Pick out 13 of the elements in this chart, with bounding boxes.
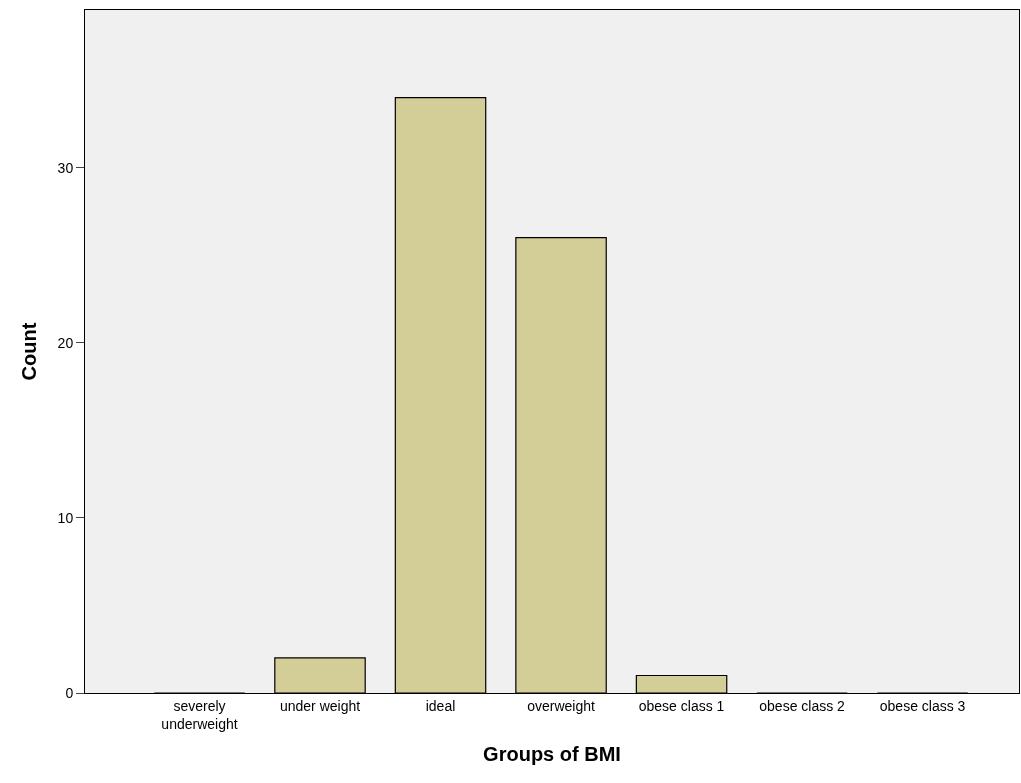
x-tick-label: obese class 2 — [759, 697, 846, 714]
x-tick-label: obese class 3 — [879, 697, 966, 714]
x-tick-label: severely underweight — [161, 697, 238, 732]
y-tick-label: 30 — [57, 159, 74, 176]
y-tick-label: 20 — [57, 334, 74, 351]
x-tick-label: ideal — [425, 697, 456, 714]
y-axis-title: Count — [18, 322, 41, 381]
y-tick-label: 10 — [57, 509, 74, 526]
x-tick-label: overweight — [527, 697, 595, 714]
x-tick-label: under weight — [279, 697, 361, 714]
x-axis-title: Groups of BMI — [483, 742, 621, 765]
x-tick-label: obese class 1 — [638, 697, 725, 714]
y-tick-label: 0 — [65, 684, 74, 701]
